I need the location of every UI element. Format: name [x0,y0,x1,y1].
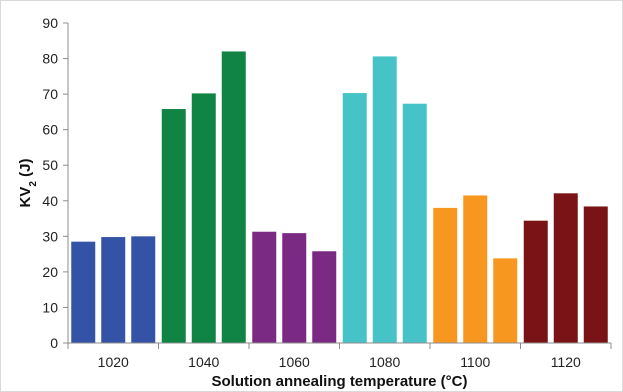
bar-1080-2 [372,56,397,344]
bar-1120-2 [553,193,578,343]
y-tick-label: 70 [42,86,58,102]
y-axis-title-unit: (J) [17,159,34,182]
x-tick-label: 1020 [98,354,129,370]
y-tick-label: 80 [42,51,58,67]
x-tick-label: 1060 [279,354,310,370]
y-tick-label: 50 [42,157,58,173]
bar-1120-1 [523,220,548,343]
bar-1020-3 [131,236,156,343]
bar-1040-1 [161,109,186,344]
bar-1080-3 [402,103,427,343]
bars [71,51,608,344]
y-tick-label: 10 [42,299,58,315]
y-tick-label: 30 [42,228,58,244]
bar-1020-1 [71,241,96,343]
x-tick-label: 1080 [369,354,400,370]
bar-1100-3 [493,258,518,343]
y-tick-label: 40 [42,193,58,209]
y-tick-label: 60 [42,122,58,138]
x-axis-ticks: 1020 1040 1060 1080 1100 1120 [67,343,612,370]
y-axis-ticks: 0 10 20 30 40 50 60 70 80 90 [42,15,68,351]
y-axis-title: KV2 (J) [17,159,39,208]
y-axis-title-subscript: 2 [28,181,39,187]
bar-1080-1 [342,93,367,344]
bar-1060-2 [282,233,307,343]
bar-1100-1 [433,207,458,343]
bar-1060-3 [312,251,337,343]
y-tick-label: 90 [42,15,58,31]
x-tick-label: 1040 [188,354,219,370]
y-tick-label: 20 [42,264,58,280]
bar-1040-3 [221,51,246,343]
bar-1040-2 [191,93,216,344]
y-axis-title-main: KV [17,187,34,208]
bar-1100-2 [463,195,488,343]
x-axis-title: Solution annealing temperature (°C) [211,373,467,390]
x-tick-label: 1100 [460,354,490,370]
x-tick-label: 1120 [551,354,581,370]
y-tick-label: 0 [50,335,58,351]
bar-1060-1 [252,231,277,343]
bar-1120-3 [583,206,608,343]
bar-1020-2 [101,237,126,343]
